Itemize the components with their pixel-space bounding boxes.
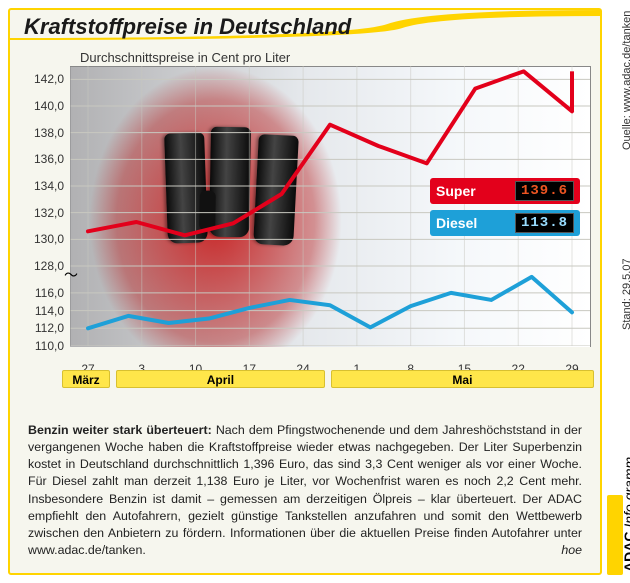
- side-credits: Quelle: www.adac.de/tanken Stand: 29.5.0…: [605, 0, 627, 583]
- chart-subtitle: Durchschnittspreise in Cent pro Liter: [80, 50, 290, 65]
- y-tick-label: 140,0: [24, 99, 64, 113]
- legend-diesel-label: Diesel: [436, 215, 477, 231]
- infographic-frame: Kraftstoffpreise in Deutschland Durchsch…: [8, 8, 602, 575]
- page-title: Kraftstoffpreise in Deutschland: [24, 14, 351, 40]
- y-tick-label: 138,0: [24, 126, 64, 140]
- y-tick-label: 130,0: [24, 232, 64, 246]
- legend-super-label: Super: [436, 183, 476, 199]
- source-label: Quelle: www.adac.de/tanken: [621, 11, 630, 150]
- y-tick-label: 134,0: [24, 179, 64, 193]
- date-label: Stand: 29.5.07: [621, 258, 630, 330]
- y-tick-label: 136,0: [24, 152, 64, 166]
- y-tick-label: 132,0: [24, 206, 64, 220]
- month-label: März: [62, 370, 110, 388]
- price-chart: 128,0 130,0 132,0 134,0 136,0 138,0 140,0 142,0…: [24, 66, 586, 376]
- legend-diesel-lcd: 113.8: [515, 213, 574, 233]
- legend-super: Super 139.6: [430, 178, 580, 204]
- y-tick-label: 128,0: [24, 259, 64, 273]
- month-bar: MärzAprilMai: [68, 370, 586, 390]
- title-bar: Kraftstoffpreise in Deutschland: [10, 10, 600, 42]
- brand-label: ADAC Info gramm: [621, 457, 630, 572]
- y-tick-label: 142,0: [24, 72, 64, 86]
- y-tick-label: 116,0: [24, 286, 64, 300]
- y-tick-label: 110,0: [24, 339, 64, 353]
- author-signature: hoe: [561, 542, 582, 559]
- legend-super-lcd: 139.6: [515, 181, 574, 201]
- body-paragraph: Nach dem Pfingstwochenende und dem Jahre…: [28, 423, 582, 557]
- legend-diesel: Diesel 113.8: [430, 210, 580, 236]
- body-text: Benzin weiter stark überteuert: Nach dem…: [28, 422, 582, 559]
- body-headline: Benzin weiter stark überteuert:: [28, 423, 212, 437]
- month-label: April: [116, 370, 325, 388]
- chart-svg: [70, 66, 590, 346]
- axis-break-icon: 〜: [64, 265, 78, 285]
- y-tick-label: 114,0: [24, 304, 64, 318]
- y-tick-label: 112,0: [24, 321, 64, 335]
- month-label: Mai: [331, 370, 594, 388]
